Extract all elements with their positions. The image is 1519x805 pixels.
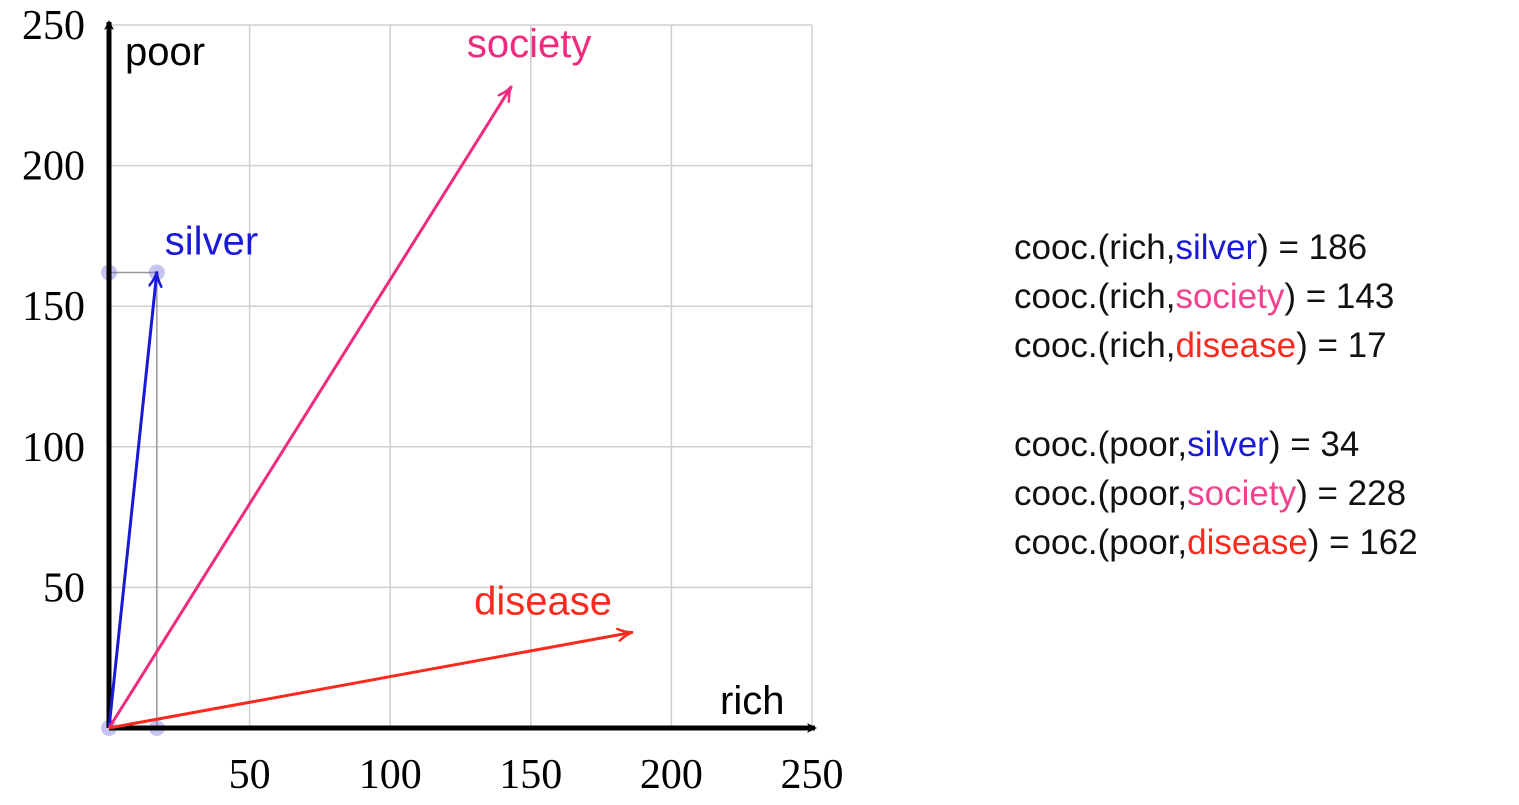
cooc-word: disease — [1175, 326, 1297, 365]
vector-label-disease: disease — [474, 579, 612, 623]
vector-label-silver: silver — [165, 219, 258, 263]
x-tick-label: 200 — [640, 752, 703, 798]
y-tick-label: 100 — [22, 425, 85, 471]
cooc-value: ) = 34 — [1268, 425, 1360, 464]
vectors: silver society disease — [107, 22, 632, 730]
cooc-value: ) = 228 — [1296, 474, 1407, 513]
x-tick-label: 250 — [781, 752, 844, 798]
vector-society — [107, 87, 511, 729]
cooc-prefix: cooc.(rich, — [1014, 326, 1176, 365]
cooc-line: cooc.(rich,society) = 143 — [1014, 272, 1394, 321]
cooc-rich-block: cooc.(rich,silver) = 186 cooc.(rich,soci… — [1014, 223, 1394, 370]
cooc-value: ) = 162 — [1307, 523, 1418, 562]
vector-disease — [108, 632, 632, 730]
cooc-line: cooc.(rich,disease) = 17 — [1014, 321, 1394, 370]
cooc-word: silver — [1187, 425, 1269, 464]
x-tick-label: 50 — [229, 752, 271, 798]
cooc-word: society — [1187, 474, 1297, 513]
cooc-prefix: cooc.(rich, — [1014, 277, 1176, 316]
y-tick-label: 150 — [22, 284, 85, 330]
x-axis-label: rich — [720, 679, 784, 723]
cooc-value: ) = 186 — [1257, 228, 1368, 267]
cooc-word: society — [1175, 277, 1285, 316]
vector-silver — [107, 272, 157, 729]
cooc-line: cooc.(poor,disease) = 162 — [1014, 518, 1418, 567]
cooc-line: cooc.(poor,society) = 228 — [1014, 469, 1418, 518]
cooc-word: disease — [1187, 523, 1308, 562]
y-tick-label: 50 — [43, 565, 85, 611]
cooc-word: silver — [1175, 228, 1258, 267]
cooc-poor-block: cooc.(poor,silver) = 34 cooc.(poor,socie… — [1014, 420, 1418, 567]
axes: rich poor — [104, 20, 817, 733]
cooc-line: cooc.(poor,silver) = 34 — [1014, 420, 1418, 469]
cooc-value: ) = 143 — [1284, 277, 1395, 316]
x-tick-label: 100 — [359, 752, 422, 798]
vector-label-society: society — [467, 22, 592, 66]
cooc-value: ) = 17 — [1296, 326, 1387, 365]
y-axis-label: poor — [125, 30, 205, 74]
x-tick-label: 150 — [499, 752, 562, 798]
y-tick-label: 200 — [22, 144, 85, 190]
grid — [109, 24, 813, 728]
tick-labels: 50 100 150 200 250 50 100 150 200 250 — [22, 3, 844, 798]
cooc-line: cooc.(rich,silver) = 186 — [1014, 223, 1394, 272]
cooc-prefix: cooc.(poor, — [1014, 523, 1188, 562]
cooc-prefix: cooc.(rich, — [1014, 228, 1176, 267]
y-tick-label: 250 — [22, 3, 85, 49]
cooc-prefix: cooc.(poor, — [1014, 474, 1188, 513]
cooc-prefix: cooc.(poor, — [1014, 425, 1188, 464]
